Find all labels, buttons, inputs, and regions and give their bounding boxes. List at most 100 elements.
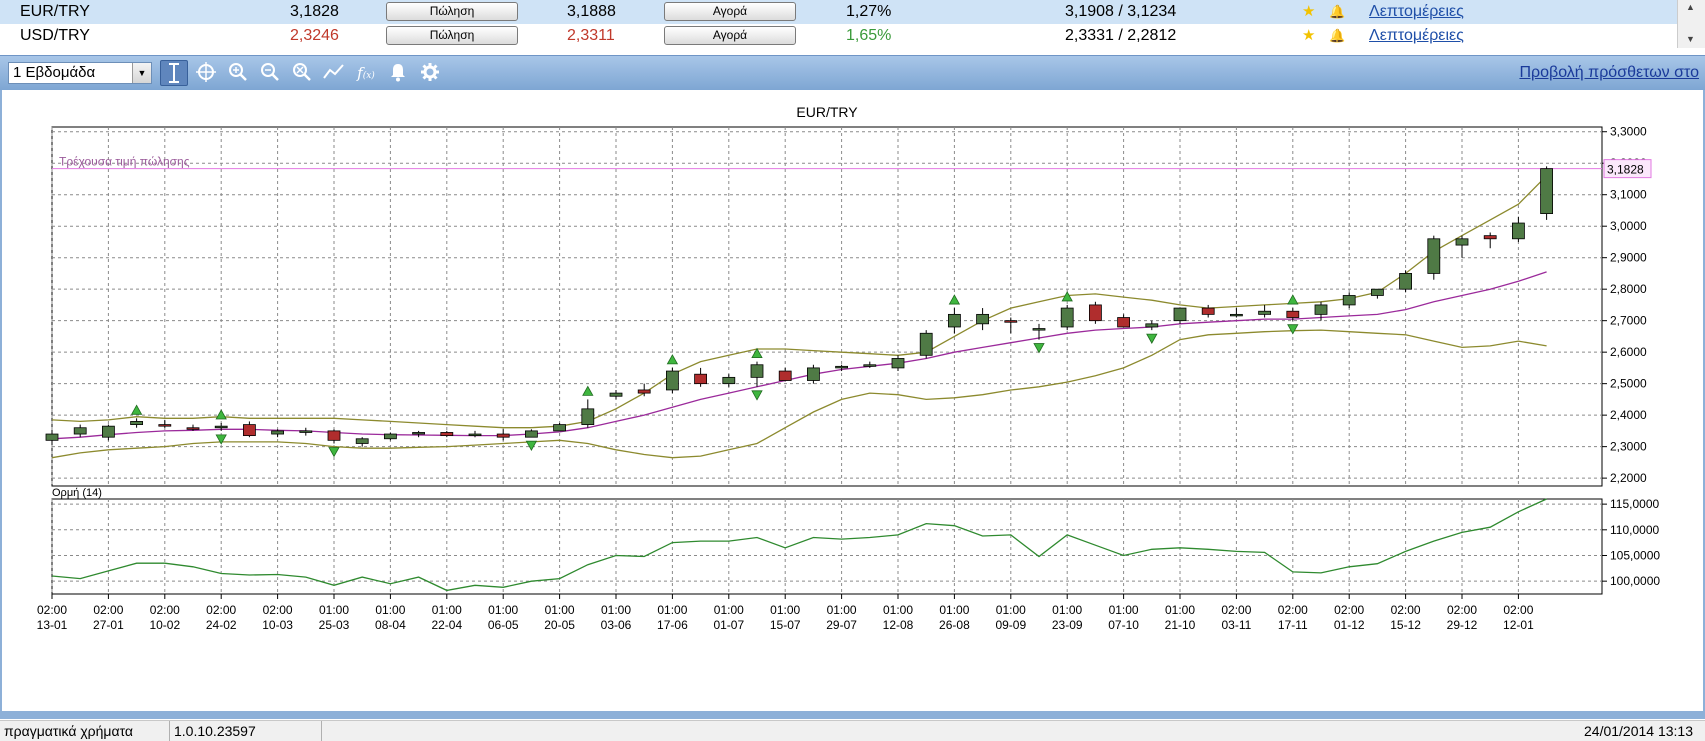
- favorite-star-icon[interactable]: ★: [1302, 3, 1316, 20]
- x-tick-label: 15-07: [770, 618, 801, 632]
- candle: [45, 433, 59, 441]
- line-tool-icon[interactable]: [320, 60, 348, 86]
- x-tick-label: 07-10: [1108, 618, 1139, 632]
- candles: [45, 166, 1553, 447]
- sell-button[interactable]: Πώληση: [386, 26, 518, 45]
- zoom-out-icon[interactable]: [256, 60, 284, 86]
- x-tick-time: 02:00: [1391, 603, 1421, 617]
- crosshair-icon[interactable]: [192, 60, 220, 86]
- y-tick-label: 3,3000: [1610, 125, 1647, 139]
- cursor-icon[interactable]: [160, 60, 188, 86]
- candle: [863, 364, 877, 367]
- x-tick-label: 08-04: [375, 618, 406, 632]
- sell-price: 3,1828: [290, 3, 339, 20]
- buy-button[interactable]: Αγορά: [664, 26, 796, 45]
- candle: [948, 313, 961, 328]
- sell-price: 2,3246: [290, 27, 339, 44]
- scroll-down-icon[interactable]: ▼: [1686, 34, 1695, 44]
- y-tick-label: 2,9000: [1610, 251, 1647, 265]
- candle: [440, 432, 454, 437]
- sell-signal-arrow: [525, 440, 538, 452]
- sell-button[interactable]: Πώληση: [386, 2, 518, 21]
- settings-gear-icon[interactable]: [416, 60, 444, 86]
- x-tick-time: 01:00: [883, 603, 913, 617]
- x-tick-time: 02:00: [206, 603, 236, 617]
- y-tick-label: 2,5000: [1610, 377, 1647, 391]
- buy-signal-arrow: [130, 404, 143, 415]
- signal-markers: [130, 291, 1299, 458]
- current-price-tag: [1603, 159, 1652, 179]
- quote-row-usdtry[interactable]: USD/TRY 2,3246 Πώληση 2,3311 Αγορά 1,65%…: [0, 24, 1677, 47]
- x-tick-time: 02:00: [1278, 603, 1308, 617]
- scroll-up-icon[interactable]: ▲: [1686, 2, 1695, 12]
- details-link[interactable]: Λεπτομέρειες: [1369, 27, 1464, 44]
- favorite-star-icon[interactable]: ★: [1302, 27, 1316, 44]
- candle: [919, 332, 933, 356]
- status-datetime: 24/01/2014 13:13: [1584, 723, 1693, 739]
- x-tick-time: 01:00: [996, 603, 1026, 617]
- alert-bell-icon[interactable]: 🔔: [1329, 28, 1346, 43]
- momentum-tick-label: 115,0000: [1610, 497, 1659, 511]
- candle: [1540, 168, 1553, 215]
- x-tick-time: 01:00: [657, 603, 687, 617]
- y-tick-label: 2,7000: [1610, 314, 1647, 328]
- x-tick-label: 24-02: [206, 618, 237, 632]
- quote-table-scrollbar[interactable]: ▲ ▼: [1677, 0, 1705, 48]
- x-tick-label: 17-11: [1278, 618, 1308, 632]
- buy-signal-arrow: [1061, 291, 1073, 302]
- buy-button[interactable]: Αγορά: [664, 2, 796, 21]
- buy-signal-arrow: [215, 409, 227, 420]
- candle: [694, 373, 707, 385]
- y-tick-label: 3,1000: [1610, 188, 1647, 202]
- grid-lines: [51, 127, 1602, 594]
- zoom-reset-icon[interactable]: [288, 60, 316, 86]
- function-icon[interactable]: f(x): [357, 64, 375, 82]
- zoom-in-icon[interactable]: [224, 60, 252, 86]
- buy-signal-arrow: [751, 347, 763, 359]
- sell-signal-arrow: [1146, 333, 1158, 344]
- alert-bell-icon[interactable]: [384, 60, 412, 86]
- chart-toolbar: 1 Εβδομάδα ▼ f(x) Προβολή πρόσθετων στο: [0, 55, 1705, 91]
- more-details-link[interactable]: Προβολή πρόσθετων στο: [1519, 64, 1699, 81]
- buy-price: 3,1888: [567, 3, 616, 20]
- alert-bell-icon[interactable]: 🔔: [1329, 4, 1346, 19]
- x-tick-time: 01:00: [432, 603, 462, 617]
- candle: [525, 430, 538, 438]
- symbol-label: USD/TRY: [20, 27, 90, 44]
- price-chart[interactable]: EUR/TRY3,30003,20003,10003,00002,90002,8…: [2, 90, 1703, 711]
- x-tick-time: 01:00: [1052, 603, 1082, 617]
- candle: [186, 427, 200, 430]
- candle: [327, 430, 341, 441]
- x-tick-time: 02:00: [1334, 603, 1364, 617]
- x-tick-time: 01:00: [939, 603, 969, 617]
- high-low-range: 2,3331 / 2,2812: [1065, 27, 1177, 44]
- x-tick-label: 22-04: [431, 618, 462, 632]
- candle: [1173, 307, 1187, 322]
- candle: [383, 433, 397, 440]
- y-tick-label: 3,0000: [1610, 219, 1647, 233]
- sell-signal-arrow: [215, 434, 227, 445]
- quote-row-eurtry[interactable]: EUR/TRY 3,1828 Πώληση 3,1888 Αγορά 1,27%…: [0, 0, 1677, 25]
- sell-signal-arrow: [328, 447, 340, 458]
- candle: [102, 425, 115, 438]
- x-tick-label: 17-06: [657, 618, 688, 632]
- candle: [891, 358, 905, 369]
- details-link[interactable]: Λεπτομέρειες: [1369, 3, 1464, 20]
- candle: [1004, 320, 1018, 323]
- candle: [1117, 317, 1130, 328]
- period-select[interactable]: 1 Εβδομάδα ▼: [8, 62, 152, 84]
- candle: [1512, 222, 1525, 240]
- x-tick-time: 02:00: [150, 603, 180, 617]
- buy-signal-arrow: [582, 385, 594, 396]
- x-tick-label: 01-07: [713, 618, 744, 632]
- candle: [1286, 310, 1300, 318]
- symbol-label: EUR/TRY: [20, 3, 90, 20]
- x-tick-label: 20-05: [544, 618, 575, 632]
- y-tick-label: 2,8000: [1610, 282, 1647, 296]
- candle: [1032, 328, 1046, 331]
- x-tick-time: 01:00: [1165, 603, 1195, 617]
- chevron-down-icon[interactable]: ▼: [132, 63, 151, 83]
- candle: [1230, 313, 1243, 317]
- candle: [468, 433, 482, 437]
- x-tick-label: 23-09: [1052, 618, 1083, 632]
